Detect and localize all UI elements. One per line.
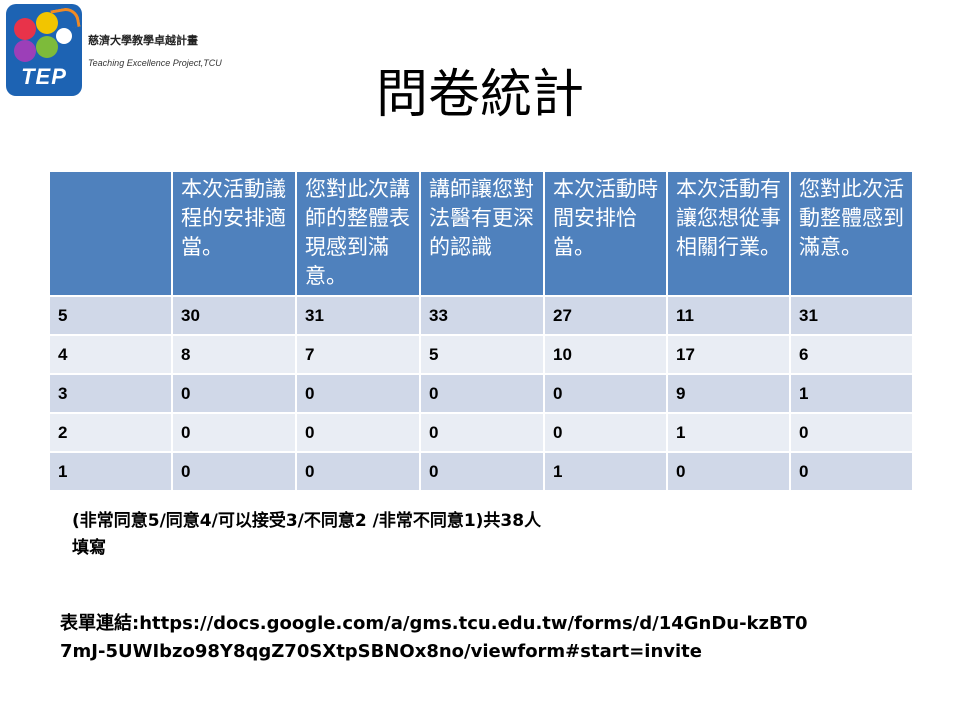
logo-dot-purple xyxy=(14,40,36,62)
table-cell: 1 xyxy=(666,412,791,453)
table-cell: 0 xyxy=(419,412,545,453)
logo-name-en: Teaching Excellence Project,TCU xyxy=(88,58,222,68)
column-header: 您對此次活動整體感到滿意。 xyxy=(789,170,914,297)
table-cell: 0 xyxy=(419,451,545,492)
table-cell: 0 xyxy=(295,412,421,453)
logo-name-cn: 慈濟大學教學卓越計畫 xyxy=(88,34,198,47)
tep-logo: TEP xyxy=(6,4,82,96)
table-cell: 27 xyxy=(543,295,668,336)
table-cell: 0 xyxy=(789,412,914,453)
row-label: 2 xyxy=(48,412,173,453)
row-label: 4 xyxy=(48,334,173,375)
logo-dot-yellow xyxy=(36,12,58,34)
slide-title: 問卷統計 xyxy=(375,65,584,125)
table-cell: 0 xyxy=(789,451,914,492)
logo-arrow-icon xyxy=(50,5,81,32)
column-header: 您對此次講師的整體表現感到滿意。 xyxy=(295,170,421,297)
table-cell: 10 xyxy=(543,334,668,375)
rating-legend-note: (非常同意5/同意4/可以接受3/不同意2 /非常不同意1)共38人填寫 xyxy=(72,511,542,558)
table-row: 5 30 31 33 27 11 31 xyxy=(48,295,914,336)
table-cell: 11 xyxy=(666,295,791,336)
row-label: 5 xyxy=(48,295,173,336)
table-cell: 5 xyxy=(419,334,545,375)
row-label: 1 xyxy=(48,451,173,492)
form-link[interactable]: 表單連結:https://docs.google.com/a/gms.tcu.e… xyxy=(60,613,808,662)
logo-dot-red xyxy=(14,18,36,40)
table-cell: 0 xyxy=(171,451,297,492)
table-corner-cell xyxy=(48,170,173,297)
table-row: 1 0 0 0 1 0 0 xyxy=(48,451,914,492)
table-cell: 17 xyxy=(666,334,791,375)
table-cell: 30 xyxy=(171,295,297,336)
table-row: 4 8 7 5 10 17 6 xyxy=(48,334,914,375)
survey-table: 本次活動議程的安排適當。 您對此次講師的整體表現感到滿意。 講師讓您對法醫有更深… xyxy=(48,170,914,492)
column-header: 講師讓您對法醫有更深的認識 xyxy=(419,170,545,297)
column-header: 本次活動有讓您想從事相關行業。 xyxy=(666,170,791,297)
table-cell: 1 xyxy=(543,451,668,492)
table-cell: 8 xyxy=(171,334,297,375)
table-header-row: 本次活動議程的安排適當。 您對此次講師的整體表現感到滿意。 講師讓您對法醫有更深… xyxy=(48,170,914,297)
table-cell: 31 xyxy=(789,295,914,336)
table-cell: 0 xyxy=(295,373,421,414)
row-label: 3 xyxy=(48,373,173,414)
table-cell: 1 xyxy=(789,373,914,414)
table-cell: 33 xyxy=(419,295,545,336)
table-cell: 6 xyxy=(789,334,914,375)
table-row: 3 0 0 0 0 9 1 xyxy=(48,373,914,414)
logo-text: 慈濟大學教學卓越計畫 Teaching Excellence Project,T… xyxy=(88,32,222,68)
table-cell: 0 xyxy=(543,373,668,414)
column-header: 本次活動議程的安排適當。 xyxy=(171,170,297,297)
table-cell: 0 xyxy=(543,412,668,453)
table-cell: 0 xyxy=(171,373,297,414)
table-cell: 0 xyxy=(295,451,421,492)
logo-dot-white xyxy=(56,28,72,44)
logo-dot-green xyxy=(36,36,58,58)
table-cell: 0 xyxy=(419,373,545,414)
table-cell: 9 xyxy=(666,373,791,414)
table-cell: 0 xyxy=(666,451,791,492)
logo-mark-text: TEP xyxy=(21,64,67,89)
table-cell: 7 xyxy=(295,334,421,375)
column-header: 本次活動時間安排恰當。 xyxy=(543,170,668,297)
table-cell: 31 xyxy=(295,295,421,336)
table-cell: 0 xyxy=(171,412,297,453)
table-row: 2 0 0 0 0 1 0 xyxy=(48,412,914,453)
